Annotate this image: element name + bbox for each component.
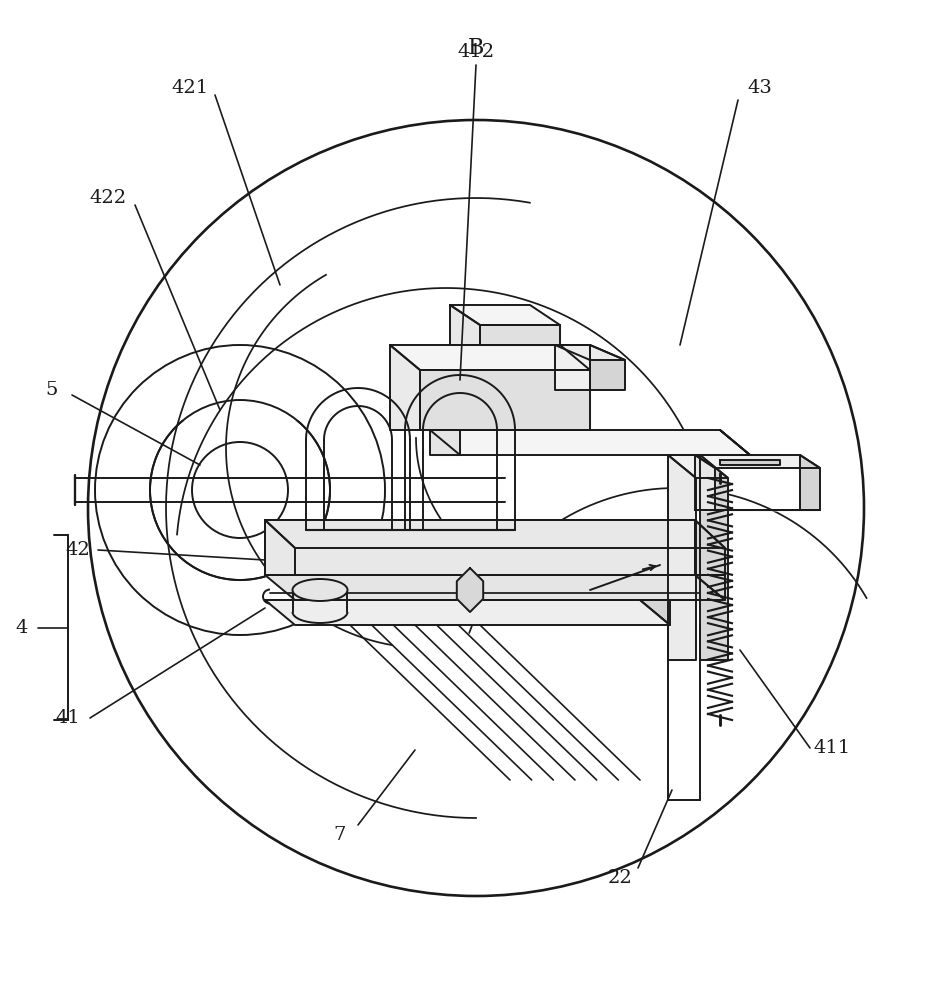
Polygon shape xyxy=(265,520,725,548)
Text: 4: 4 xyxy=(16,619,29,637)
Polygon shape xyxy=(668,455,728,478)
Polygon shape xyxy=(390,345,590,370)
Polygon shape xyxy=(695,520,725,575)
Polygon shape xyxy=(668,455,696,660)
Polygon shape xyxy=(450,305,480,345)
Text: 411: 411 xyxy=(813,739,850,757)
Polygon shape xyxy=(590,345,625,390)
Text: 41: 41 xyxy=(55,709,80,727)
Polygon shape xyxy=(555,345,590,390)
Polygon shape xyxy=(695,455,820,468)
Polygon shape xyxy=(457,568,484,612)
Polygon shape xyxy=(390,345,420,430)
Polygon shape xyxy=(265,575,725,600)
Polygon shape xyxy=(695,455,715,510)
Polygon shape xyxy=(265,520,295,575)
Text: 7: 7 xyxy=(334,826,347,844)
Text: 22: 22 xyxy=(607,869,632,887)
Polygon shape xyxy=(700,455,728,660)
Polygon shape xyxy=(430,430,750,455)
Text: 412: 412 xyxy=(458,43,494,61)
Polygon shape xyxy=(265,520,695,575)
Polygon shape xyxy=(420,370,590,430)
Polygon shape xyxy=(695,575,725,600)
Text: 43: 43 xyxy=(747,79,772,97)
Polygon shape xyxy=(800,455,820,510)
Polygon shape xyxy=(720,460,780,465)
Text: 42: 42 xyxy=(66,541,90,559)
Polygon shape xyxy=(450,305,560,325)
Ellipse shape xyxy=(292,579,347,601)
Text: 422: 422 xyxy=(89,189,127,207)
Polygon shape xyxy=(720,430,750,455)
Polygon shape xyxy=(640,600,670,625)
Polygon shape xyxy=(555,345,625,360)
Polygon shape xyxy=(265,600,670,625)
Polygon shape xyxy=(480,325,560,345)
Text: B: B xyxy=(467,37,485,59)
Polygon shape xyxy=(430,430,460,455)
Text: 5: 5 xyxy=(46,381,58,399)
Text: 421: 421 xyxy=(171,79,208,97)
